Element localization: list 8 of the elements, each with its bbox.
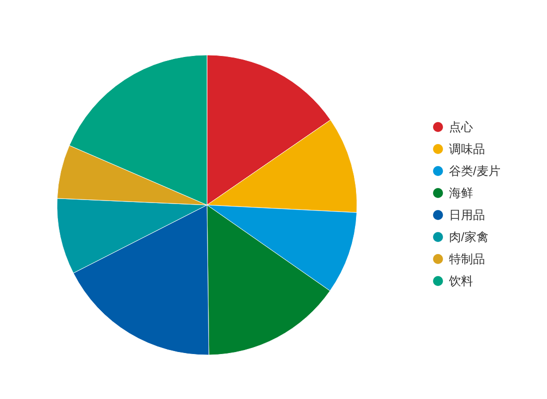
legend-label: 日用品 bbox=[449, 208, 485, 222]
legend-label: 调味品 bbox=[449, 142, 485, 156]
legend-label: 饮料 bbox=[448, 274, 473, 288]
legend-label: 特制品 bbox=[449, 252, 485, 266]
legend-label: 谷类/麦片 bbox=[449, 164, 500, 178]
legend-label: 肉/家禽 bbox=[449, 230, 488, 244]
legend-label: 点心 bbox=[449, 120, 473, 134]
legend-label: 海鲜 bbox=[449, 186, 473, 200]
